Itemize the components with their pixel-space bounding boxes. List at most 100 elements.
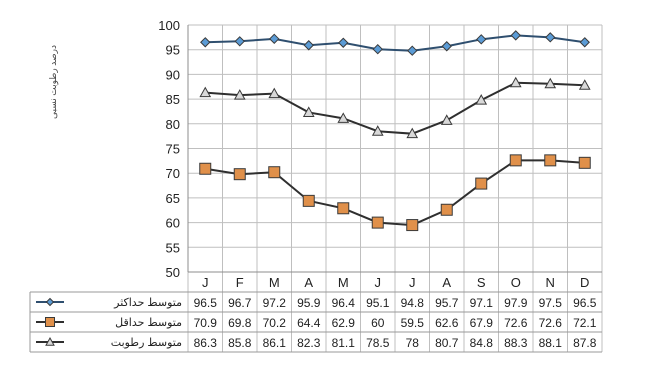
x-tick-label-8: S: [477, 275, 486, 290]
legend-label-2: متوسط رطوبت: [111, 337, 182, 349]
series-0-value-0: 96.5: [194, 296, 218, 310]
series-2-value-1: 85.8: [228, 336, 252, 350]
series-0-point-11: [579, 37, 590, 48]
legend-marker-2: [45, 336, 55, 346]
y-tick-label-0: 50: [166, 265, 180, 280]
series-1-value-3: 64.4: [297, 316, 321, 330]
series-1-point-6: [406, 219, 419, 232]
series-2-value-8: 84.8: [470, 336, 494, 350]
series-1-value-2: 70.2: [263, 316, 287, 330]
series-2-point-7: [440, 114, 453, 125]
x-tick-label-7: A: [442, 275, 451, 290]
y-tick-label-7: 85: [166, 92, 180, 107]
series-0-point-1: [234, 36, 245, 47]
series-1-point-8: [475, 177, 488, 190]
y-tick-label-6: 80: [166, 117, 180, 132]
series-0-point-5: [372, 43, 383, 55]
x-tick-label-9: O: [511, 275, 521, 290]
series-0-point-9: [510, 30, 521, 41]
series-0-value-10: 97.5: [539, 296, 563, 310]
series-0-value-5: 95.1: [366, 296, 390, 310]
series-0-point-6: [407, 45, 418, 56]
series-0-value-4: 96.4: [332, 296, 356, 310]
x-tick-label-3: A: [304, 275, 313, 290]
series-2-value-7: 80.7: [435, 336, 459, 350]
series-2-value-4: 81.1: [332, 336, 356, 350]
y-tick-label-9: 95: [166, 43, 180, 58]
series-0-point-10: [545, 32, 556, 43]
series-2-value-11: 87.8: [573, 336, 597, 350]
series-0-value-3: 95.9: [297, 296, 321, 310]
legend-label-1: متوسط حداقل: [115, 317, 182, 329]
x-tick-label-6: J: [409, 275, 416, 290]
series-1-value-6: 59.5: [401, 316, 425, 330]
legend-label-0: متوسط حداکثر: [113, 297, 182, 309]
series-0-point-2: [269, 33, 280, 45]
series-1-value-0: 70.9: [194, 316, 218, 330]
series-1-value-11: 72.1: [573, 316, 597, 330]
series-0-point-7: [441, 41, 452, 52]
series-2-value-6: 78: [406, 336, 420, 350]
x-tick-label-10: N: [546, 275, 555, 290]
series-1-value-5: 60: [371, 316, 385, 330]
series-0-value-2: 97.2: [263, 296, 287, 310]
series-1-value-10: 72.6: [539, 316, 563, 330]
series-0-value-1: 96.7: [228, 296, 252, 310]
legend-marker-0: [45, 297, 55, 307]
series-2-value-10: 88.1: [539, 336, 563, 350]
series-0-point-0: [200, 37, 211, 48]
series-1-point-3: [302, 194, 315, 207]
x-tick-label-5: J: [375, 275, 382, 290]
series-1-value-7: 62.6: [435, 316, 459, 330]
series-0-point-8: [476, 34, 487, 45]
series-1-point-9: [509, 154, 522, 167]
series-0-point-4: [338, 37, 349, 48]
series-2-point-1: [233, 89, 246, 100]
series-2-point-3: [302, 106, 315, 117]
series-2-value-2: 86.1: [263, 336, 287, 350]
series-0-value-6: 94.8: [401, 296, 425, 310]
series-0-value-8: 97.1: [470, 296, 494, 310]
y-tick-label-4: 70: [166, 166, 180, 181]
series-1-point-7: [440, 203, 453, 216]
x-tick-label-11: D: [580, 275, 589, 290]
series-2-point-6: [406, 127, 419, 139]
series-1-point-11: [578, 156, 591, 169]
legend-marker-1: [45, 317, 55, 327]
series-2-point-2: [268, 87, 281, 99]
series-2-point-0: [199, 86, 212, 98]
series-2-point-8: [475, 94, 488, 105]
series-2-value-5: 78.5: [366, 336, 390, 350]
series-2-value-0: 86.3: [194, 336, 218, 350]
series-2-value-3: 82.3: [297, 336, 321, 350]
y-tick-label-5: 75: [166, 142, 180, 157]
series-0-point-3: [303, 40, 314, 51]
series-2-point-10: [544, 77, 557, 89]
x-tick-label-4: M: [338, 275, 349, 290]
series-0-value-9: 97.9: [504, 296, 528, 310]
series-1-point-1: [233, 168, 246, 181]
series-1-value-1: 69.8: [228, 316, 252, 330]
series-line-0: [205, 34, 585, 52]
series-0-value-11: 96.5: [573, 296, 597, 310]
series-1-point-4: [337, 202, 350, 215]
x-tick-label-0: J: [202, 275, 209, 290]
series-1-point-5: [371, 216, 384, 229]
y-tick-label-8: 90: [166, 67, 180, 82]
series-2-point-11: [578, 79, 591, 90]
series-1-point-2: [268, 166, 281, 179]
series-2-value-9: 88.3: [504, 336, 528, 350]
series-0-value-7: 95.7: [435, 296, 459, 310]
series-1-point-10: [544, 154, 557, 167]
series-1-value-9: 72.6: [504, 316, 528, 330]
y-tick-label-3: 65: [166, 191, 180, 206]
series-2-point-5: [371, 125, 384, 136]
series-1-point-0: [199, 162, 212, 175]
x-tick-label-2: M: [269, 275, 280, 290]
y-tick-label-1: 55: [166, 240, 180, 255]
series-line-2: [205, 81, 585, 135]
series-1-value-8: 67.9: [470, 316, 494, 330]
x-tick-label-1: F: [236, 275, 244, 290]
